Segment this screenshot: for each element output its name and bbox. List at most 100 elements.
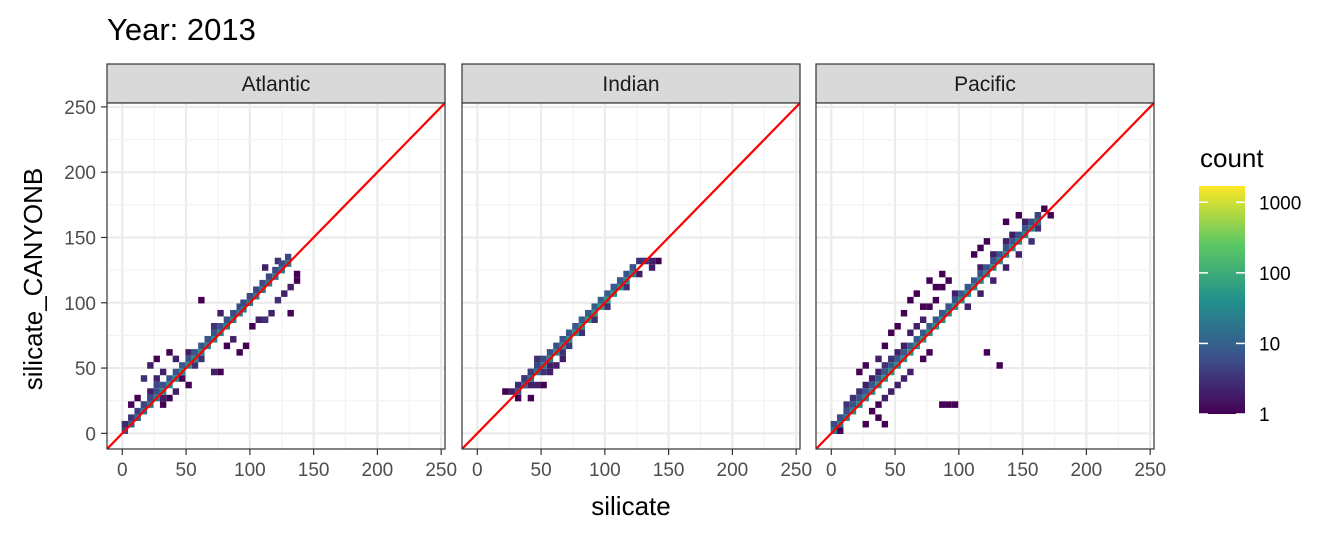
heatmap-bin [553, 362, 560, 369]
heatmap-bin [1009, 238, 1016, 245]
heatmap-bin [597, 296, 605, 304]
heatmap-bin [159, 394, 167, 402]
heatmap-bin [1002, 264, 1010, 271]
heatmap-bin [881, 342, 889, 350]
heatmap-bin [919, 303, 927, 310]
heatmap-bin [881, 362, 889, 369]
heatmap-bin [907, 368, 914, 376]
heatmap-bin [951, 290, 959, 297]
heatmap-bin [913, 290, 920, 297]
heatmap-bin [907, 342, 914, 350]
heatmap-bin [636, 257, 643, 265]
reference-line-y-equals-x [107, 103, 445, 449]
heatmap-bin [648, 264, 656, 271]
heatmap-bin [604, 290, 611, 297]
heatmap-bin [230, 309, 237, 317]
heatmap-bin [1002, 244, 1010, 252]
heatmap-bin [894, 381, 901, 389]
heatmap-bin [983, 349, 991, 356]
facet-strip-label: Indian [602, 73, 659, 96]
heatmap-bin [856, 368, 863, 376]
heatmap-bin [240, 299, 247, 307]
heatmap-bin [932, 283, 940, 291]
heatmap-bin [147, 388, 154, 395]
heatmap-bin [862, 362, 869, 369]
heatmap-bin [153, 355, 160, 363]
heatmap-bin [900, 349, 908, 356]
heatmap-bin [514, 381, 522, 389]
heatmap-bin [514, 394, 522, 402]
heatmap-bin [888, 388, 895, 395]
x-tick-label: 150 [298, 460, 330, 481]
heatmap-bin [281, 290, 288, 297]
heatmap-bin [546, 349, 554, 356]
heatmap-bin [932, 316, 940, 324]
heatmap-bin [623, 283, 630, 291]
heatmap-bin [153, 375, 160, 382]
heatmap-bin [255, 316, 262, 324]
heatmap-bin [996, 251, 1003, 258]
heatmap-bin [888, 355, 895, 363]
heatmap-bin [977, 290, 984, 297]
heatmap-bin [198, 355, 205, 363]
heatmap-bin [191, 349, 199, 356]
heatmap-bin [153, 388, 160, 395]
heatmap-bin [179, 362, 186, 369]
heatmap-bin [293, 277, 301, 284]
panel-border [461, 102, 801, 450]
heatmap-bin [1028, 218, 1035, 226]
heatmap-bin [881, 394, 889, 402]
heatmap-bin [843, 407, 850, 415]
heatmap-bin [1034, 225, 1042, 232]
heatmap-bin [655, 257, 662, 265]
heatmap-bin [856, 394, 863, 402]
heatmap-bin [166, 394, 173, 402]
heatmap-bin [287, 283, 294, 291]
heatmap-bin [856, 388, 863, 395]
heatmap-bin [210, 329, 218, 337]
heatmap-bin [134, 394, 141, 402]
heatmap-bin [939, 283, 946, 291]
heatmap-bin [875, 355, 882, 363]
heatmap-bin [623, 270, 630, 278]
heatmap-bin [1002, 238, 1010, 245]
facet-strip-label: Pacific [954, 73, 1016, 96]
x-tick-label: 100 [234, 460, 266, 481]
heatmap-bin [278, 260, 285, 267]
heatmap-bin [951, 296, 959, 304]
heatmap-bin [534, 355, 541, 363]
heatmap-bin [191, 362, 199, 369]
x-tick-label: 150 [653, 460, 685, 481]
heatmap-bin [217, 309, 224, 317]
heatmap-bin [534, 381, 541, 389]
heatmap-bin [259, 279, 266, 287]
heatmap-bin [147, 362, 154, 369]
heatmap-bin [230, 336, 237, 343]
heatmap-bin [249, 323, 256, 330]
heatmap-bin [970, 251, 978, 258]
heatmap-bin [166, 375, 173, 382]
heatmap-bin [1002, 218, 1010, 226]
heatmap-bin [894, 349, 901, 356]
y-tick-label: 200 [64, 163, 96, 184]
heatmap-bin [990, 251, 997, 258]
legend-tick-label: 10 [1259, 334, 1280, 355]
heatmap-bin [1015, 231, 1022, 239]
x-tick-label: 100 [589, 460, 621, 481]
heatmap-bin [1041, 205, 1048, 213]
x-tick-label: 200 [1071, 460, 1103, 481]
facet-strip [106, 63, 446, 104]
heatmap-bin [939, 401, 946, 408]
reference-line-y-equals-x [816, 103, 1154, 449]
heatmap-bin [261, 316, 269, 324]
heatmap-bin [990, 277, 997, 284]
legend-tick-label: 1000 [1259, 193, 1301, 214]
heatmap-bin [945, 277, 952, 284]
heatmap-bin [926, 303, 933, 310]
heatmap-bin [585, 309, 592, 317]
x-tick-label: 50 [531, 460, 552, 481]
heatmap-bin [900, 375, 908, 382]
heatmap-bin [996, 362, 1003, 369]
x-tick-label: 250 [425, 460, 457, 481]
